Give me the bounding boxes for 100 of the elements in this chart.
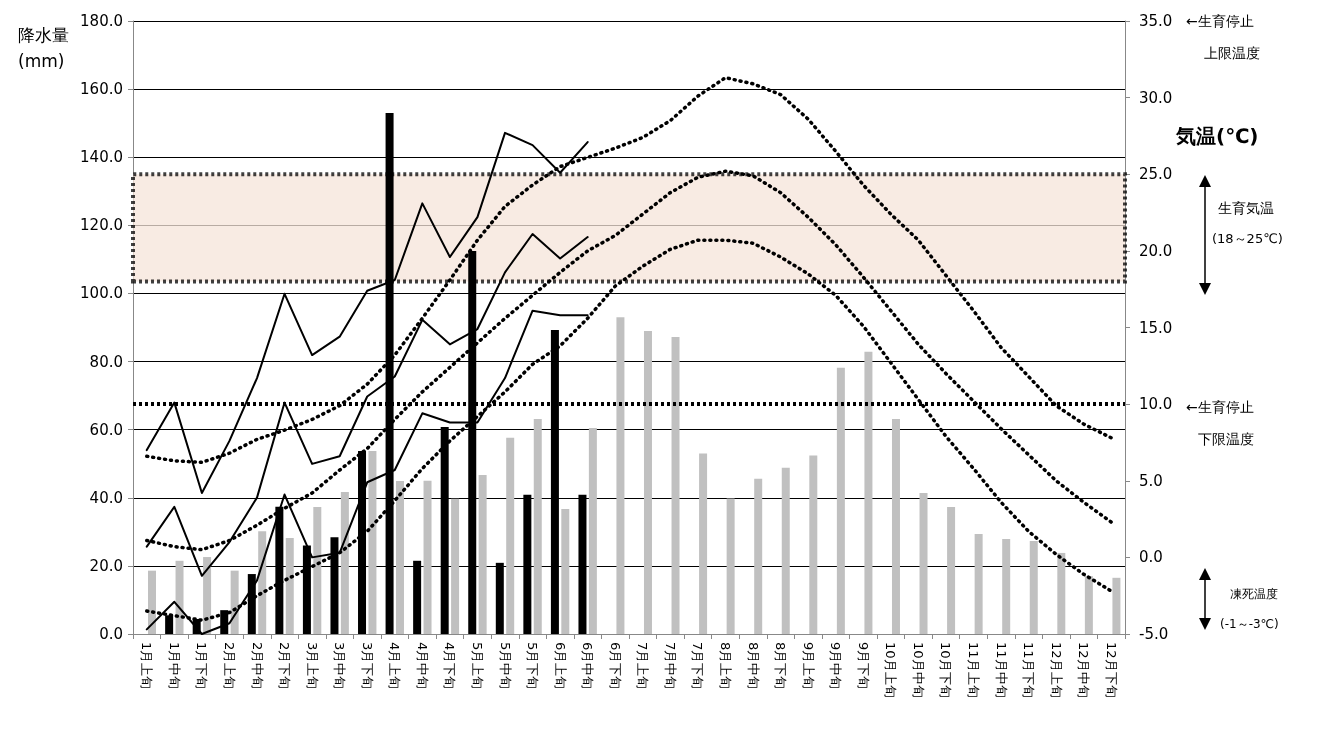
x-tick-label: 12月中旬 [1076,642,1092,698]
y-axis-title: 降水量(mm) [18,25,69,71]
bar [1112,577,1121,634]
bar [533,419,542,634]
text: (18～25℃) [1212,231,1283,246]
x-tick-label: 9月上旬 [800,642,816,690]
bar [616,317,625,634]
y-tick-label: 0.0 [99,625,123,643]
bar [947,506,956,634]
text: ←生育停止 [1186,13,1254,29]
bar [781,467,790,634]
x-tick-label: 12月上旬 [1048,642,1064,698]
x-tick-label: 11月下旬 [1021,642,1037,698]
x-tick-label: 4月下旬 [442,642,458,690]
y2-tick-label: 5.0 [1139,471,1163,490]
x-tick-label: 6月中旬 [580,642,596,690]
bar [395,481,404,634]
x-tick-label: 2月中旬 [249,642,265,690]
x-tick-label: 1月下旬 [194,642,210,690]
bar [340,491,349,634]
x-tick-label: 10月下旬 [938,642,954,698]
x-tick-label: 10月上旬 [883,642,899,698]
y2-tick-label: 25.0 [1139,165,1173,184]
bar [864,351,873,634]
y2-axis-title: 気温(℃) [1175,124,1259,148]
x-tick-label: 11月上旬 [965,642,981,698]
text: 生育気温 [1218,200,1274,216]
y2-tick-label: 10.0 [1139,395,1173,414]
x-tick-label: 5月上旬 [469,642,485,690]
x-tick-label: 3月下旬 [359,642,375,690]
bar [809,455,818,634]
x-tick-label: 2月下旬 [277,642,293,690]
bar [726,498,735,634]
bar [836,367,845,634]
x-tick-label: 8月中旬 [745,642,761,690]
x-tick-label: 4月中旬 [414,642,430,690]
bar [699,453,708,634]
y-tick-label: 180.0 [80,12,123,30]
y2-tick-label: 20.0 [1139,241,1173,260]
bar [561,509,570,634]
x-tick-label: 6月上旬 [552,642,568,690]
bar [1029,541,1038,634]
y-tick-label: 40.0 [89,488,123,507]
x-tick-label: 5月下旬 [525,642,541,690]
x-tick-label: 8月下旬 [773,642,789,690]
bar [1084,576,1093,634]
text: (-1～-3℃) [1220,617,1279,631]
bar [754,478,763,634]
bar [368,451,377,634]
y2-tick-label: 0.0 [1139,548,1163,567]
x-tick-label: 1月上旬 [139,642,155,690]
bar [147,570,156,634]
y-tick-label: 100.0 [80,284,123,303]
bar [230,570,239,634]
bar [1002,538,1011,634]
y2-tick-label: 35.0 [1139,12,1173,30]
y-tick-label: 160.0 [80,80,123,99]
x-tick-label: 9月下旬 [855,642,871,690]
bar [313,506,322,634]
x-tick-label: 2月上旬 [221,642,237,690]
y-tick-label: 60.0 [89,420,123,439]
y2-tick-label: -5.0 [1139,625,1169,643]
y-tick-label: 80.0 [89,352,123,371]
x-tick-label: 10月中旬 [910,642,926,698]
x-tick-label: 5月中旬 [497,642,513,690]
bar [1057,552,1066,634]
x-tick-label: 8月上旬 [717,642,733,690]
y-tick-label: 120.0 [80,216,123,235]
y-tick-label: 140.0 [80,148,123,167]
y2-tick-label: 15.0 [1139,318,1173,337]
bar [671,337,680,634]
bar [451,498,460,634]
x-tick-label: 11月中旬 [993,642,1009,698]
bar [258,531,267,634]
bar [423,480,432,634]
x-tick-label: 7月中旬 [662,642,678,690]
bar [506,437,515,634]
bar [175,560,184,634]
x-tick-label: 6月下旬 [607,642,623,690]
bar [588,427,597,634]
bar [919,493,928,634]
bar [285,537,294,634]
x-tick-label: 7月下旬 [690,642,706,690]
bar [891,419,900,634]
x-tick-label: 3月上旬 [304,642,320,690]
bar [974,533,983,634]
x-tick-label: 4月上旬 [387,642,403,690]
x-tick-label: 3月中旬 [332,642,348,690]
text: ←生育停止 [1186,399,1254,415]
x-tick-label: 9月中旬 [828,642,844,690]
x-tick-label: 1月中旬 [166,642,182,690]
text: 凍死温度 [1230,587,1278,601]
x-tick-label: 7月上旬 [635,642,651,690]
text: 下限温度 [1198,431,1254,447]
x-tick-label: 12月下旬 [1103,642,1119,698]
y2-tick-label: 30.0 [1139,88,1173,107]
y-tick-label: 20.0 [89,556,123,575]
bar [203,557,212,634]
text: 上限温度 [1204,45,1260,61]
bar [478,474,487,634]
